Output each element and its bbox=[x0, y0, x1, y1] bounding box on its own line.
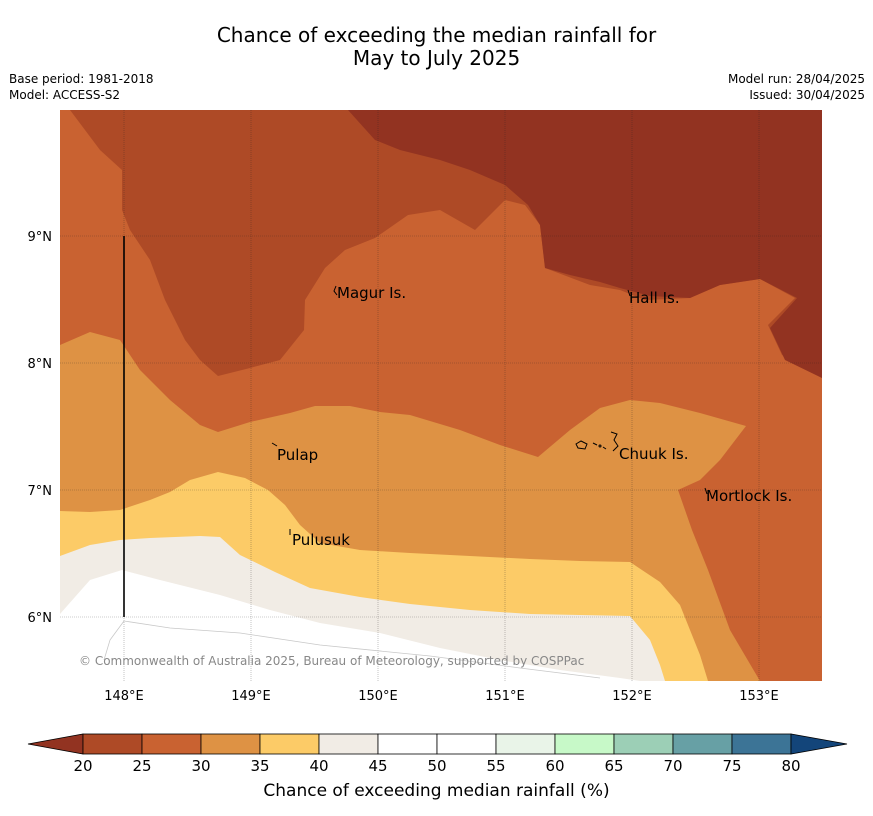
longitude-labels: 148°E 149°E 150°E 151°E 152°E 153°E bbox=[104, 689, 779, 704]
colorbar-extension-high bbox=[790, 733, 848, 755]
pulap-island-shape bbox=[271, 442, 278, 447]
colorbar-tick-label: 70 bbox=[663, 757, 682, 775]
colorbar-segment bbox=[141, 733, 202, 755]
colorbar-segment bbox=[554, 733, 615, 755]
colorbar-tick-label: 80 bbox=[781, 757, 800, 775]
colorbar-tick-label: 25 bbox=[132, 757, 151, 775]
lon-label-149e: 149°E bbox=[231, 689, 271, 704]
lat-label-6n: 6°N bbox=[28, 611, 53, 626]
colorbar-segment bbox=[377, 733, 438, 755]
mortlock-island-shape bbox=[704, 487, 708, 495]
lon-label-150e: 150°E bbox=[358, 689, 398, 704]
magur-island-shape bbox=[333, 285, 338, 296]
colorbar-extension-low bbox=[27, 733, 84, 755]
eez-boundary-light bbox=[123, 620, 601, 679]
colorbar-label: Chance of exceeding median rainfall (%) bbox=[263, 781, 610, 801]
lat-label-8n: 8°N bbox=[28, 357, 53, 372]
colorbar-tick-label: 50 bbox=[427, 757, 446, 775]
lat-label-7n: 7°N bbox=[28, 484, 53, 499]
place-labels: Magur Is. Hall Is. Pulap Chuuk Is. Mortl… bbox=[277, 284, 792, 549]
place-label-mortlock: Mortlock Is. bbox=[706, 487, 792, 505]
colorbar: 20 25 30 35 40 45 50 55 60 65 70 75 80 bbox=[27, 733, 848, 775]
place-label-hall: Hall Is. bbox=[629, 289, 680, 307]
colorbar-segment bbox=[495, 733, 556, 755]
islands bbox=[271, 285, 708, 535]
place-label-chuuk: Chuuk Is. bbox=[619, 445, 688, 463]
base-period-text: Base period: 1981-2018 bbox=[9, 72, 154, 86]
copyright-text: © Commonwealth of Australia 2025, Bureau… bbox=[79, 654, 584, 668]
issued-text: Issued: 30/04/2025 bbox=[749, 88, 865, 102]
colorbar-segment bbox=[318, 733, 379, 755]
place-label-pulusuk: Pulusuk bbox=[292, 531, 350, 549]
colorbar-segment bbox=[731, 733, 792, 755]
graticule bbox=[60, 110, 822, 681]
lon-label-153e: 153°E bbox=[739, 689, 779, 704]
colorbar-tick-label: 55 bbox=[486, 757, 505, 775]
colorbar-tick-label: 35 bbox=[250, 757, 269, 775]
lon-label-151e: 151°E bbox=[485, 689, 525, 704]
colorbar-tick-label: 30 bbox=[191, 757, 210, 775]
probability-fill-layer: Magur Is. Hall Is. Pulap Chuuk Is. Mortl… bbox=[60, 110, 822, 681]
map-title-line2: May to July 2025 bbox=[352, 46, 521, 70]
map-title-line1: Chance of exceeding the median rainfall … bbox=[216, 23, 657, 47]
colorbar-segment bbox=[82, 733, 143, 755]
hall-island-shape bbox=[627, 289, 631, 297]
colorbar-tick-label: 65 bbox=[604, 757, 623, 775]
place-label-magur: Magur Is. bbox=[337, 284, 406, 302]
colorbar-segment bbox=[436, 733, 497, 755]
colorbar-segment bbox=[613, 733, 674, 755]
place-label-pulap: Pulap bbox=[277, 446, 318, 464]
latitude-labels: 9°N 8°N 7°N 6°N bbox=[28, 230, 53, 626]
lon-label-152e: 152°E bbox=[612, 689, 652, 704]
metadata-right: Model run: 28/04/2025 Issued: 30/04/2025 bbox=[728, 71, 865, 103]
colorbar-segment bbox=[259, 733, 320, 755]
colorbar-tick-label: 40 bbox=[309, 757, 328, 775]
colorbar-tick-label: 45 bbox=[368, 757, 387, 775]
model-text: Model: ACCESS-S2 bbox=[9, 88, 121, 102]
colorbar-tick-label: 75 bbox=[722, 757, 741, 775]
model-run-text: Model run: 28/04/2025 bbox=[727, 72, 865, 86]
lon-label-148e: 148°E bbox=[104, 689, 144, 704]
colorbar-segment bbox=[200, 733, 261, 755]
chuuk-atoll-shape bbox=[575, 431, 619, 452]
metadata-left: Base period: 1981-2018 Model: ACCESS-S2 bbox=[9, 71, 154, 103]
colorbar-tick-label: 60 bbox=[545, 757, 564, 775]
region-45-55 bbox=[60, 570, 640, 681]
colorbar-segment bbox=[672, 733, 733, 755]
colorbar-tick-label: 20 bbox=[73, 757, 92, 775]
region-below-20 bbox=[348, 110, 822, 378]
lat-label-9n: 9°N bbox=[28, 230, 53, 245]
